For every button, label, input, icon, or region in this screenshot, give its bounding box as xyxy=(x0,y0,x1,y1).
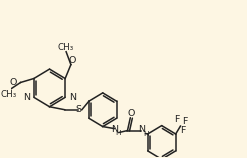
Text: N: N xyxy=(138,125,145,134)
Text: H: H xyxy=(115,130,121,136)
Text: F: F xyxy=(174,115,179,124)
Text: N: N xyxy=(112,125,119,134)
Text: N: N xyxy=(69,93,76,102)
Text: O: O xyxy=(9,78,17,87)
Text: CH₃: CH₃ xyxy=(0,90,16,99)
Text: F: F xyxy=(181,126,186,135)
Text: O: O xyxy=(128,109,135,118)
Text: O: O xyxy=(68,56,76,65)
Text: F: F xyxy=(183,117,188,126)
Text: CH₃: CH₃ xyxy=(57,43,73,52)
Text: N: N xyxy=(23,93,30,102)
Text: H: H xyxy=(143,131,148,137)
Text: S: S xyxy=(75,105,81,114)
